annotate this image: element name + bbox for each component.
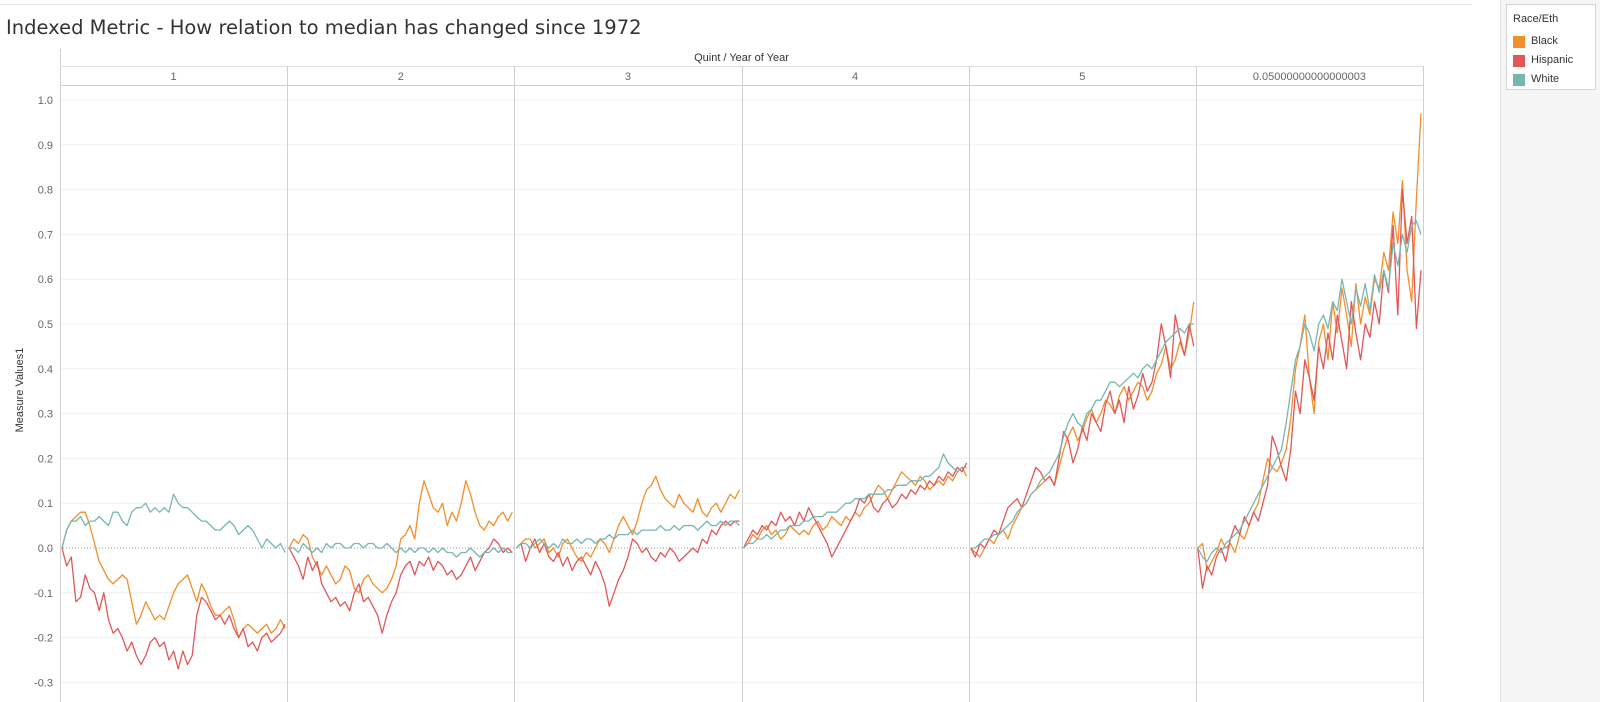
legend[interactable]: Race/Eth Black Hispanic White bbox=[1506, 4, 1596, 90]
panel-label-5: 0.05000000000000003 bbox=[1253, 71, 1366, 83]
y-tick-label-3: 0.7 bbox=[38, 229, 53, 241]
y-tick-label-2: 0.8 bbox=[38, 185, 53, 197]
y-tick-label-0: 1.0 bbox=[38, 95, 53, 107]
legend-swatch-black bbox=[1513, 36, 1525, 48]
series-line-black-panel-3 bbox=[743, 466, 968, 549]
panel-label-2: 3 bbox=[625, 71, 631, 83]
series-line-hispanic-panel-4 bbox=[970, 314, 1195, 558]
legend-swatch-hispanic bbox=[1513, 55, 1525, 67]
series-line-white-panel-3 bbox=[743, 453, 967, 549]
panel-label-3: 4 bbox=[852, 71, 858, 83]
series-line-black-panel-0 bbox=[61, 511, 286, 639]
series-line-white-panel-0 bbox=[61, 493, 286, 553]
y-tick-label-7: 0.3 bbox=[38, 409, 53, 421]
y-tick-label-12: -0.2 bbox=[34, 633, 53, 645]
line-chart: Quint / Year of Year 1 2 3 4 5 0.0500000000000… bbox=[14, 49, 1424, 702]
legend-title: Race/Eth bbox=[1513, 13, 1559, 25]
legend-label-hispanic: Hispanic bbox=[1531, 54, 1574, 66]
series-line-hispanic-panel-0 bbox=[61, 547, 286, 670]
y-tick-label-8: 0.2 bbox=[38, 453, 53, 465]
chart-title: Indexed Metric - How relation to median … bbox=[6, 16, 642, 39]
series-line-black-panel-2 bbox=[515, 475, 741, 563]
panel-label-1: 2 bbox=[398, 71, 404, 83]
series-line-hispanic-panel-1 bbox=[288, 538, 513, 634]
y-tick-label-11: -0.1 bbox=[34, 588, 53, 600]
series-lines bbox=[61, 113, 1422, 670]
series-line-black-panel-4 bbox=[970, 301, 1195, 558]
y-tick-label-13: -0.3 bbox=[34, 677, 53, 689]
axis-labels: Quint / Year of Year 1 2 3 4 5 0.0500000000000… bbox=[14, 52, 1366, 689]
legend-label-black: Black bbox=[1531, 35, 1558, 47]
right-side-panel bbox=[1500, 0, 1600, 702]
series-line-white-panel-2 bbox=[515, 520, 740, 549]
series-line-white-panel-5 bbox=[1197, 220, 1422, 563]
y-tick-label-6: 0.4 bbox=[38, 364, 53, 376]
series-line-hispanic-panel-2 bbox=[515, 520, 740, 607]
legend-swatch-white bbox=[1513, 74, 1525, 86]
series-line-hispanic-panel-3 bbox=[742, 462, 968, 558]
column-header: Quint / Year of Year bbox=[694, 52, 789, 64]
top-rule bbox=[0, 4, 1472, 5]
y-tick-label-10: 0.0 bbox=[38, 543, 53, 555]
panel-label-0: 1 bbox=[171, 71, 177, 83]
y-tick-label-4: 0.6 bbox=[38, 274, 53, 286]
panel-label-4: 5 bbox=[1079, 71, 1085, 83]
y-tick-label-5: 0.5 bbox=[38, 319, 53, 331]
panel-frame bbox=[60, 49, 1424, 702]
y-axis-label: Measure Values1 bbox=[14, 348, 26, 433]
series-line-white-panel-1 bbox=[289, 542, 513, 558]
legend-label-white: White bbox=[1531, 73, 1560, 85]
series-line-hispanic-panel-5 bbox=[1197, 188, 1422, 589]
series-line-black-panel-5 bbox=[1197, 113, 1422, 572]
series-line-white-panel-4 bbox=[970, 323, 1194, 549]
gridlines bbox=[60, 99, 1423, 683]
y-tick-label-1: 0.9 bbox=[38, 140, 53, 152]
series-line-black-panel-1 bbox=[288, 480, 513, 594]
y-tick-label-9: 0.1 bbox=[38, 498, 53, 510]
